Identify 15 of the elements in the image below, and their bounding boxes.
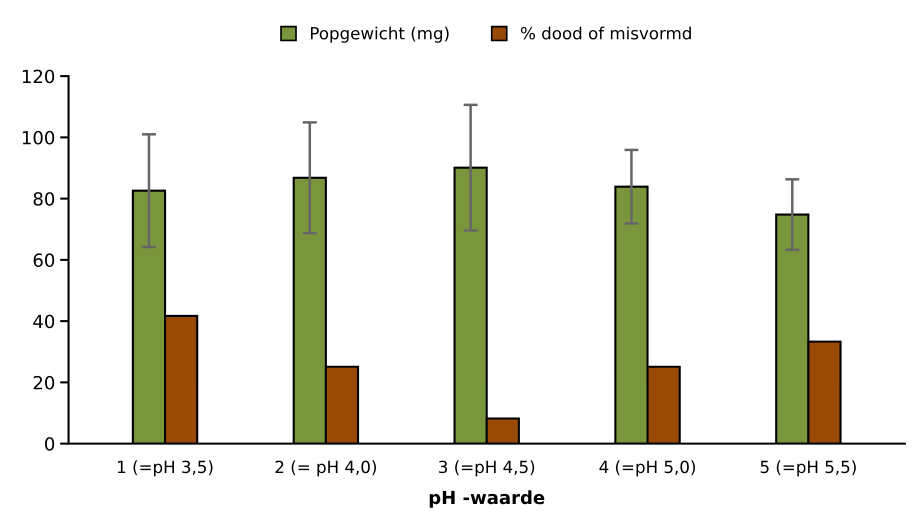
y-tick-label: 40 [33, 314, 54, 328]
x-tick-label: 1 (=pH 3,5) [118, 460, 213, 476]
legend-label: Popgewicht (mg) [310, 26, 449, 43]
x-axis-title: pH -waarde [430, 490, 544, 508]
legend-label: % dood of misvormd [520, 26, 691, 40]
y-tick-label: 20 [34, 376, 54, 390]
y-tick-label: 80 [34, 192, 54, 206]
x-tick-label: 3 (=pH 4,5) [439, 460, 534, 476]
x-tick-label: 5 (=pH 5,5) [760, 460, 856, 476]
x-tick-label: 4 (=pH 5,0) [599, 460, 695, 476]
y-tick-label: 60 [34, 253, 54, 267]
x-tick-label: 2 (= pH 4,0) [276, 460, 376, 476]
y-tick-label: 100 [22, 130, 54, 144]
y-tick-label: 0 [45, 437, 54, 451]
y-tick-label: 120 [22, 70, 54, 84]
